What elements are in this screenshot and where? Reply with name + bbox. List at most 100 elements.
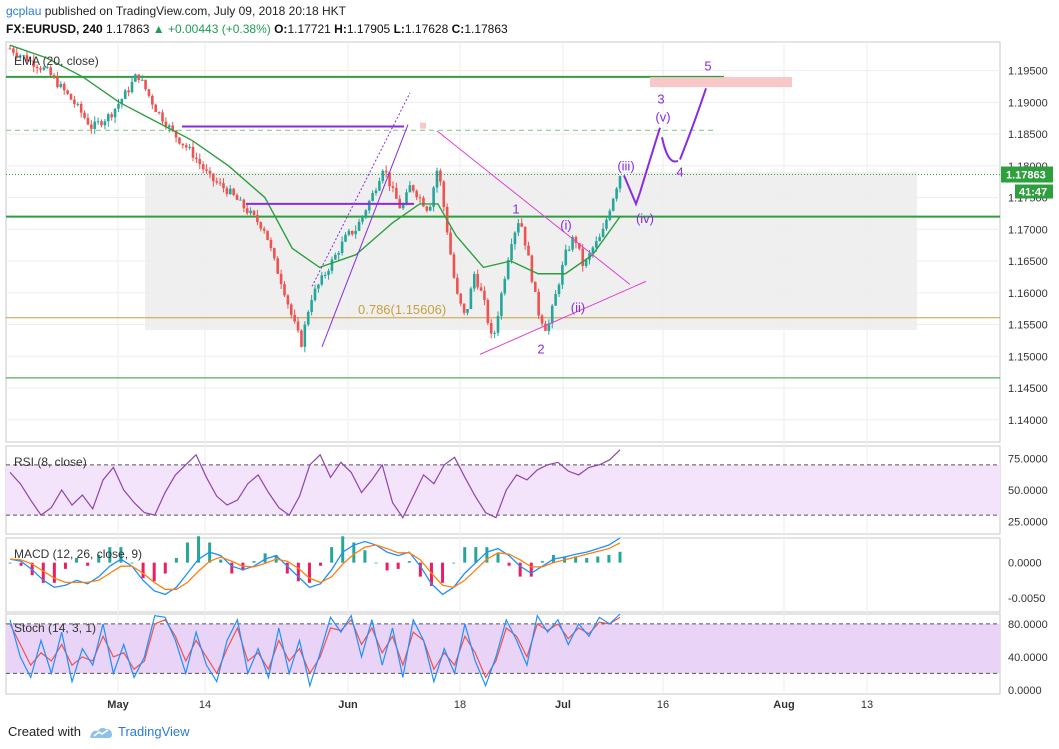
candle-body bbox=[83, 112, 86, 118]
macd-histogram-bar bbox=[252, 561, 256, 563]
candle-body bbox=[218, 182, 222, 184]
price-tick-label: 1.19000 bbox=[1008, 97, 1048, 109]
ema-line bbox=[9, 44, 621, 275]
candle-body bbox=[66, 90, 69, 94]
last-price: 1.17863 bbox=[106, 22, 150, 36]
price-tick-label: 1.15500 bbox=[1008, 320, 1048, 332]
macd-tick-label: -0.0050 bbox=[1008, 593, 1045, 605]
tradingview-link[interactable]: TradingView bbox=[118, 724, 190, 739]
stoch-tick-label: 40.0000 bbox=[1008, 652, 1048, 664]
wave-label: (iii) bbox=[617, 158, 634, 173]
candle-body bbox=[344, 234, 347, 242]
candle-body bbox=[52, 75, 56, 78]
candle-body bbox=[456, 277, 459, 294]
candle-body bbox=[408, 185, 412, 193]
candle-body bbox=[327, 270, 330, 275]
price-tick-label: 1.15000 bbox=[1008, 351, 1048, 363]
macd-histogram-bar bbox=[507, 562, 511, 566]
price-pane: 0.786(1.15606) 1 2 3 4 5 (i) (ii) (iii) (iv) (v) bbox=[6, 44, 1000, 379]
rsi-tick-label: 75.0000 bbox=[1008, 454, 1048, 466]
macd-histogram-bar bbox=[119, 547, 123, 563]
candle-body bbox=[544, 323, 547, 331]
candle-body bbox=[489, 323, 493, 334]
publish-info: published on TradingView.com, July 09, 2… bbox=[41, 4, 347, 18]
candle-body bbox=[235, 195, 239, 200]
author-link[interactable]: gcplau bbox=[6, 4, 42, 18]
candle-body bbox=[381, 170, 385, 182]
candle-body bbox=[205, 169, 208, 171]
candle-body bbox=[594, 241, 598, 248]
candle-body bbox=[459, 293, 463, 304]
price-axis[interactable]: 1.195001.190001.185001.180001.175001.170… bbox=[1001, 66, 1053, 697]
candle-body bbox=[188, 146, 191, 148]
candle-body bbox=[354, 230, 357, 235]
macd-histogram-bar bbox=[585, 558, 589, 563]
macd-histogram-bar bbox=[496, 553, 500, 563]
wave-label: 3 bbox=[657, 92, 664, 107]
macd-histogram-bar bbox=[197, 536, 201, 563]
wave-path-4 bbox=[661, 137, 679, 163]
candle-body bbox=[615, 188, 618, 199]
candle-body bbox=[364, 210, 368, 217]
time-axis[interactable]: May 14 Jun 18 Jul 16 Aug 13 bbox=[107, 699, 873, 711]
macd-histogram-bar bbox=[330, 547, 334, 563]
macd-histogram-bar bbox=[607, 554, 611, 563]
high-label: H: bbox=[334, 22, 347, 36]
candle-body bbox=[300, 330, 303, 347]
macd-histogram-bar bbox=[52, 562, 56, 583]
candle-body bbox=[256, 214, 259, 223]
candle-body bbox=[561, 264, 564, 285]
chart-frame bbox=[5, 41, 1001, 695]
symbol-label: FX:EURUSD, 240 bbox=[6, 22, 103, 36]
macd-histogram-bar bbox=[352, 542, 356, 563]
low-label: L: bbox=[393, 22, 405, 36]
candle-body bbox=[493, 332, 496, 334]
candle-body bbox=[313, 288, 317, 301]
close-value: 1.17863 bbox=[464, 22, 508, 36]
macd-histogram-bar bbox=[152, 562, 156, 582]
macd-histogram-bar bbox=[185, 542, 189, 563]
wave-label: 1 bbox=[512, 201, 519, 216]
candle-body bbox=[29, 60, 32, 62]
target-zone bbox=[650, 77, 792, 88]
candle-body bbox=[269, 239, 273, 249]
macd-histogram-bar bbox=[341, 536, 345, 563]
macd-histogram-bar bbox=[141, 562, 145, 579]
wave-label: (iv) bbox=[636, 211, 654, 226]
candle-body bbox=[232, 188, 235, 196]
candle-body bbox=[618, 176, 622, 189]
candle-body bbox=[323, 274, 327, 276]
candle-body bbox=[228, 188, 232, 195]
time-tick-label: Aug bbox=[773, 699, 794, 711]
candle-body bbox=[340, 241, 344, 254]
candle-body bbox=[18, 55, 22, 57]
candle-body bbox=[73, 99, 76, 105]
chart-canvas[interactable]: 0.786(1.15606) 1 2 3 4 5 (i) (ii) (iii) (iv) (v) 1… bbox=[0, 40, 1059, 718]
candle-body bbox=[347, 230, 351, 235]
macd-histogram-bar bbox=[263, 553, 267, 563]
candle-body bbox=[611, 198, 615, 211]
small-marker bbox=[420, 122, 426, 129]
candle-body bbox=[113, 108, 117, 118]
channel-upper bbox=[311, 92, 411, 287]
macd-histogram-bar bbox=[485, 547, 489, 563]
current-price-value: 1.17863 bbox=[1006, 170, 1046, 182]
candle-body bbox=[137, 74, 141, 80]
price-tick-label: 1.16000 bbox=[1008, 288, 1048, 300]
price-tick-label: 1.18500 bbox=[1008, 129, 1048, 141]
candle-body bbox=[39, 68, 42, 70]
candle-body bbox=[520, 223, 524, 227]
publish-line: gcplau published on TradingView.com, Jul… bbox=[6, 4, 346, 18]
rsi-tick-label: 50.0000 bbox=[1008, 485, 1048, 497]
countdown-tag bbox=[1015, 184, 1053, 199]
candle-body bbox=[93, 121, 97, 129]
macd-histogram-bar bbox=[374, 562, 378, 564]
macd-histogram-bar bbox=[596, 556, 600, 563]
macd-histogram-bar bbox=[19, 562, 23, 566]
candle-body bbox=[550, 305, 554, 324]
triangle-upper bbox=[436, 130, 631, 285]
candle-body bbox=[523, 226, 527, 246]
candle-body bbox=[496, 316, 500, 333]
candle-body bbox=[371, 193, 374, 201]
ema-label: EMA (20, close) bbox=[14, 54, 99, 68]
